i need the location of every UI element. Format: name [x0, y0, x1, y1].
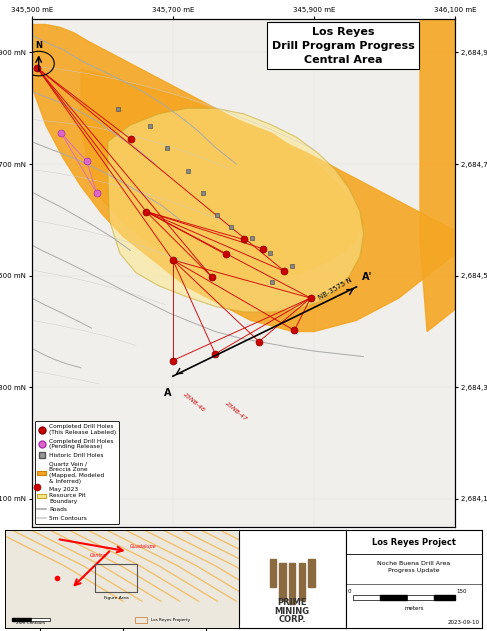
Bar — [407, 594, 434, 601]
Bar — [308, 559, 315, 587]
Bar — [12, 618, 31, 621]
Bar — [353, 594, 380, 601]
Text: Los Reyes Project: Los Reyes Project — [372, 538, 456, 547]
Bar — [94, 564, 137, 593]
Text: 23NB-46: 23NB-46 — [182, 392, 206, 413]
Text: 150: 150 — [456, 589, 467, 594]
Text: Los Reyes
Drill Program Progress
Central Area: Los Reyes Drill Program Progress Central… — [272, 27, 414, 64]
Text: CORP.: CORP. — [279, 615, 306, 625]
Text: Los Reyes Property: Los Reyes Property — [151, 618, 190, 622]
Text: Figure Area: Figure Area — [104, 596, 128, 600]
Text: N: N — [35, 41, 42, 50]
Bar — [434, 594, 455, 601]
Text: meters: meters — [404, 606, 424, 611]
Polygon shape — [108, 109, 364, 312]
Text: Guadalupe: Guadalupe — [130, 544, 157, 549]
Text: 23NB-47: 23NB-47 — [225, 401, 248, 423]
Text: 0: 0 — [348, 589, 352, 594]
Text: Central: Central — [90, 553, 108, 558]
Text: Noche Buena Drill Area
Progress Update: Noche Buena Drill Area Progress Update — [377, 562, 450, 573]
Bar — [270, 559, 276, 587]
Text: PRIME: PRIME — [278, 598, 307, 608]
Bar — [380, 594, 407, 601]
Text: 25m Contours: 25m Contours — [16, 622, 45, 625]
Text: A': A' — [362, 273, 373, 283]
Text: A: A — [164, 389, 171, 398]
Bar — [31, 618, 50, 621]
Polygon shape — [81, 69, 364, 281]
Polygon shape — [32, 25, 455, 331]
Bar — [280, 563, 286, 601]
Text: NB-3575 N: NB-3575 N — [318, 277, 354, 301]
Bar — [289, 563, 296, 604]
Bar — [135, 617, 147, 623]
Text: 2023-09-10: 2023-09-10 — [448, 620, 479, 625]
Legend: Completed Drill Holes
(This Release Labeled), Completed Drill Holes
(Pending Rel: Completed Drill Holes (This Release Labe… — [35, 422, 119, 524]
Bar — [299, 563, 305, 601]
Text: MINING: MINING — [275, 607, 310, 616]
Polygon shape — [420, 19, 455, 331]
